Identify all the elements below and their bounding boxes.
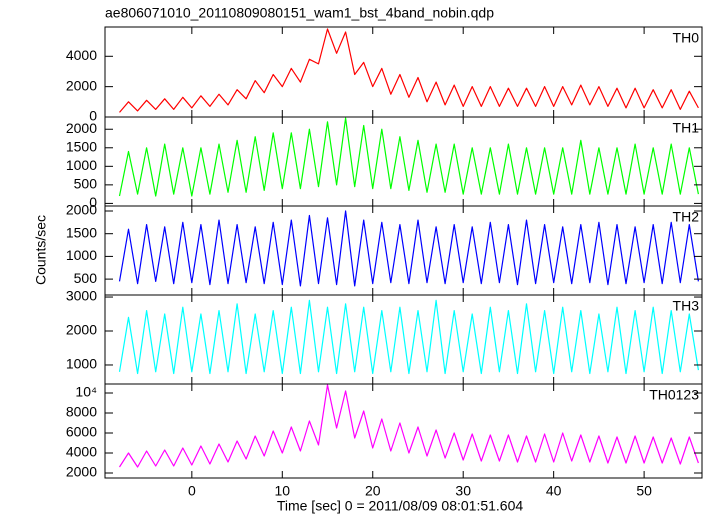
y-tick-label: 2000 bbox=[66, 77, 97, 93]
data-line bbox=[119, 28, 699, 113]
y-tick-label: 4000 bbox=[66, 444, 97, 460]
legend-label: TH1 bbox=[673, 120, 700, 136]
y-tick-label: 8000 bbox=[66, 404, 97, 420]
data-line bbox=[118, 210, 699, 287]
x-tick-label: 50 bbox=[636, 483, 652, 499]
y-tick-label: 2000 bbox=[66, 120, 97, 136]
y-tick-label: 500 bbox=[74, 270, 98, 286]
data-line bbox=[118, 117, 699, 197]
x-tick-label: 30 bbox=[455, 483, 471, 499]
chart-title: ae806071010_20110809080151_wam1_bst_4ban… bbox=[105, 5, 494, 21]
y-tick-label: 1500 bbox=[66, 138, 97, 154]
legend-label: TH0123 bbox=[649, 387, 699, 403]
data-line bbox=[118, 384, 699, 468]
data-line bbox=[118, 299, 699, 375]
x-tick-label: 40 bbox=[546, 483, 562, 499]
y-tick-label: 2000 bbox=[66, 322, 97, 338]
x-tick-label: 10 bbox=[275, 483, 291, 499]
legend-label: TH0 bbox=[673, 30, 700, 46]
y-tick-label: 6000 bbox=[66, 424, 97, 440]
y-tick-label: 10⁴ bbox=[75, 384, 97, 400]
y-tick-label: 3000 bbox=[66, 288, 97, 304]
y-tick-label: 0 bbox=[89, 194, 97, 210]
x-tick-label: 0 bbox=[188, 483, 196, 499]
y-tick-label: 2000 bbox=[66, 202, 97, 218]
legend-label: TH2 bbox=[673, 209, 700, 225]
panel-frame bbox=[104, 383, 703, 479]
legend-label: TH3 bbox=[673, 298, 700, 314]
x-axis-label: Time [sec] 0 = 2011/08/09 08:01:51.604 bbox=[277, 498, 524, 514]
y-tick-label: 1500 bbox=[66, 224, 97, 240]
y-tick-label: 500 bbox=[74, 176, 98, 192]
y-tick-label: 4000 bbox=[66, 47, 97, 63]
x-tick-label: 20 bbox=[365, 483, 381, 499]
y-tick-label: 1000 bbox=[66, 356, 97, 372]
y-tick-label: 1000 bbox=[66, 247, 97, 263]
y-tick-label: 2000 bbox=[66, 464, 97, 480]
y-tick-label: 0 bbox=[89, 108, 97, 124]
y-axis-label: Counts/sec bbox=[33, 215, 49, 285]
y-tick-label: 1000 bbox=[66, 157, 97, 173]
